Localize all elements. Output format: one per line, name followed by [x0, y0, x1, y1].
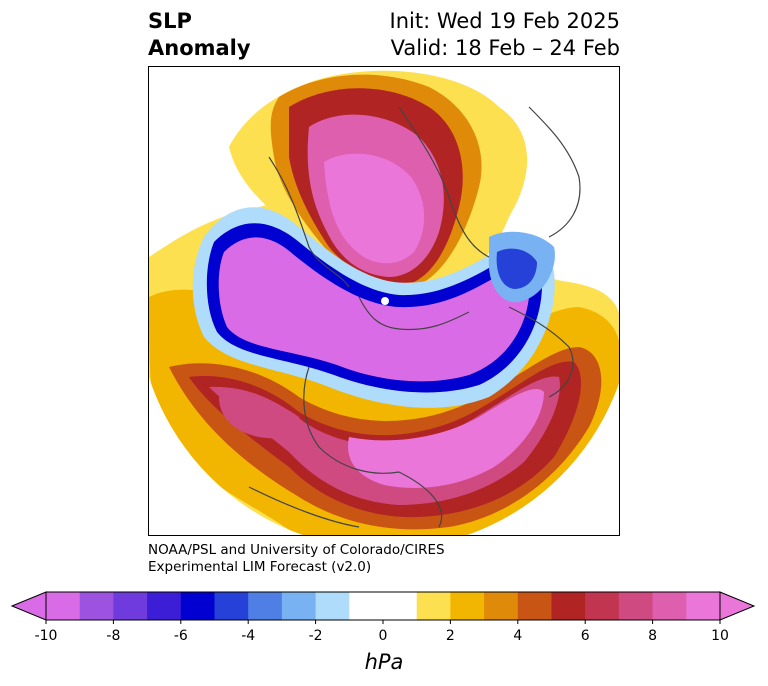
- colorbar-segment: [585, 592, 620, 620]
- positive-anomaly-south-core: [348, 389, 544, 488]
- credit-line-1: NOAA/PSL and University of Colorado/CIRE…: [148, 542, 445, 558]
- colorbar-tick-label: 6: [580, 628, 590, 644]
- colorbar-tick-label: -2: [308, 628, 323, 644]
- colorbar-extend-low: [10, 591, 47, 621]
- colorbar-tick-label: 0: [378, 628, 388, 644]
- colorbar-segment: [416, 592, 451, 620]
- coastlines: [248, 106, 581, 528]
- positive-anomaly-pacific-core: [219, 395, 300, 439]
- credit-line-2: Experimental LIM Forecast (v2.0): [148, 559, 372, 575]
- colorbar: [10, 591, 756, 624]
- colorbar-segment: [113, 592, 148, 620]
- colorbar-tick-label: -6: [173, 628, 188, 644]
- colorbar-tick-label: -4: [241, 628, 256, 644]
- colorbar-segment: [484, 592, 519, 620]
- coastline-segment: [268, 156, 350, 288]
- colorbar-segment: [46, 592, 81, 620]
- colorbar-segment: [517, 592, 552, 620]
- colorbar-segment: [79, 592, 114, 620]
- forecast-dates: Init: Wed 19 Feb 2025 Valid: 18 Feb – 24…: [390, 8, 620, 62]
- colorbar-segment: [618, 592, 654, 620]
- colorbar-segment: [281, 592, 317, 620]
- init-date: Init: Wed 19 Feb 2025: [389, 9, 620, 33]
- colorbar-segment: [349, 592, 384, 620]
- title-line-2: Anomaly: [148, 36, 251, 60]
- colorbar-segment: [652, 592, 687, 620]
- colorbar-segment: [450, 592, 485, 620]
- colorbar-segment: [315, 592, 350, 620]
- colorbar-segment: [147, 592, 182, 620]
- colorbar-tick-label: -10: [34, 628, 58, 644]
- colorbar-tick-label: 2: [445, 628, 455, 644]
- negative-anomaly-atlantic-core: [496, 248, 537, 289]
- colorbar-unit-label: hPa: [364, 650, 404, 674]
- coastline-segment: [303, 366, 400, 474]
- colorbar-segment: [686, 592, 721, 620]
- title-line-1: SLP: [148, 9, 192, 33]
- polar-map-svg: [149, 70, 619, 535]
- coastline-segment: [398, 471, 443, 528]
- coastline-segment: [358, 296, 470, 331]
- coastline-segment: [398, 106, 490, 258]
- colorbar-segment: [180, 592, 215, 620]
- colorbar-tick-label: 8: [648, 628, 658, 644]
- colorbar-segment: [551, 592, 586, 620]
- colorbar-segment: [214, 592, 249, 620]
- colorbar-tick-label: 4: [513, 628, 523, 644]
- negative-anomaly-core: [218, 237, 530, 382]
- credit-text: NOAA/PSL and University of Colorado/CIRE…: [148, 542, 445, 576]
- colorbar-segment: [248, 592, 283, 620]
- colorbar-tick-label: -8: [106, 628, 121, 644]
- slp-anomaly-map: [148, 66, 620, 536]
- colorbar-segment: [383, 592, 418, 620]
- north-pole-marker: [381, 297, 389, 305]
- positive-anomaly-arctic-peak: [324, 153, 425, 264]
- coastline-segment: [248, 486, 360, 528]
- coastline-segment: [528, 106, 581, 238]
- colorbar-tick-label: 10: [711, 628, 729, 644]
- coastline-segment: [508, 306, 574, 398]
- map-title: SLP Anomaly: [148, 8, 251, 62]
- anomaly-field: [149, 70, 619, 535]
- colorbar-extend-high: [719, 591, 756, 621]
- valid-dates: Valid: 18 Feb – 24 Feb: [390, 36, 620, 60]
